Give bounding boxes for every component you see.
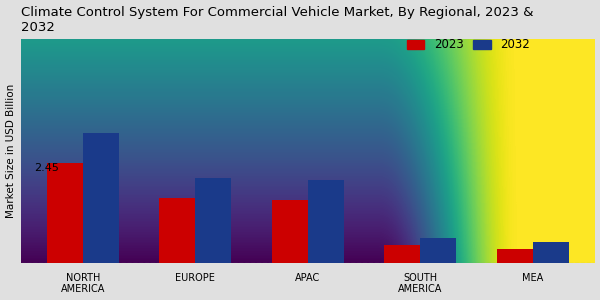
Text: Climate Control System For Commercial Vehicle Market, By Regional, 2023 &
2032: Climate Control System For Commercial Ve… (21, 6, 533, 34)
Bar (196, 178, 232, 263)
Bar (83, 133, 119, 263)
Bar (308, 179, 344, 263)
Bar (533, 242, 569, 263)
Bar (160, 198, 196, 263)
Y-axis label: Market Size in USD Billion: Market Size in USD Billion (5, 84, 16, 218)
Legend: 2023, 2032: 2023, 2032 (402, 34, 535, 56)
Bar (47, 163, 83, 263)
Bar (272, 200, 308, 263)
Bar (420, 238, 456, 263)
Bar (497, 249, 533, 263)
Bar (384, 245, 420, 263)
Text: 2.45: 2.45 (34, 163, 59, 173)
